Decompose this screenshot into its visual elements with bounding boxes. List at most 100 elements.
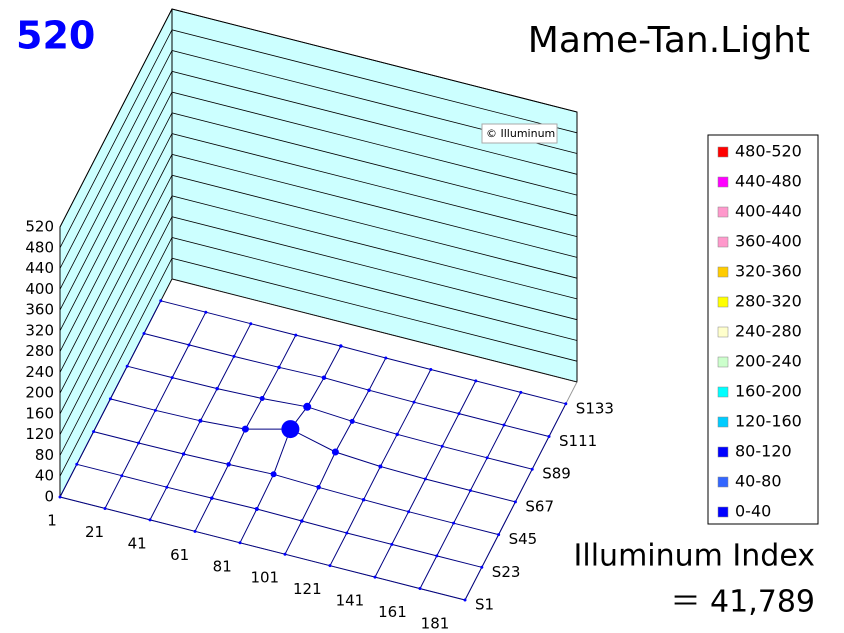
legend-swatch [717, 266, 729, 278]
surface-point [153, 408, 157, 412]
surface-point [328, 564, 332, 568]
surface-point [103, 506, 107, 510]
watermark: © Illuminum [486, 127, 555, 140]
legend-label: 120-160 [735, 412, 802, 431]
legend-label: 440-480 [735, 172, 802, 191]
surface-point [303, 402, 312, 411]
surface-point [502, 423, 506, 427]
x-tick-label: 61 [170, 546, 189, 564]
index-value: ＝ 41,789 [670, 585, 815, 620]
surface-point [142, 332, 146, 335]
grid-line [59, 112, 578, 331]
z-tick-label: 0 [44, 488, 54, 506]
surface-point [513, 500, 517, 504]
surface-point [226, 462, 231, 467]
series-label: S67 [525, 497, 554, 515]
surface-point [170, 376, 174, 380]
surface-point [58, 495, 62, 499]
surface-point [232, 354, 236, 358]
surface-point [474, 379, 478, 383]
legend-label: 0-40 [735, 502, 771, 521]
z-tick-label: 120 [25, 425, 54, 443]
mesh-line [160, 300, 566, 405]
corner-label: 520 [16, 14, 95, 58]
surface-point [547, 435, 551, 438]
legend-label: 200-240 [735, 352, 802, 371]
surface-point [361, 497, 366, 502]
legend-label: 360-400 [735, 232, 802, 251]
surface-point [159, 299, 163, 303]
x-tick-label: 41 [128, 534, 147, 552]
surface-point [485, 456, 489, 460]
z-tick-label: 200 [25, 384, 54, 402]
surface-point [423, 477, 427, 481]
grid-line [59, 153, 578, 373]
surface-point [259, 395, 265, 401]
surface-point [148, 518, 152, 522]
surface-point [497, 533, 501, 537]
x-tick-label: 101 [250, 569, 279, 587]
surface-point [204, 310, 208, 314]
z-tick-label: 80 [35, 446, 54, 464]
series-label: S111 [559, 432, 597, 450]
surface-point [193, 529, 197, 533]
legend-swatch [717, 356, 729, 368]
surface-point [321, 375, 327, 380]
grid-line [59, 8, 578, 228]
x-tick-label: 121 [293, 580, 322, 598]
legend-label: 400-440 [735, 202, 802, 221]
grid-line [59, 133, 578, 352]
index-title: Illuminum Index [574, 539, 815, 574]
surface-point [241, 425, 249, 433]
surface-point [407, 510, 411, 514]
legend-swatch [717, 446, 729, 458]
legend-swatch [717, 506, 729, 518]
grid-line [59, 257, 578, 477]
surface-point [187, 343, 191, 347]
surface-point [181, 452, 186, 456]
surface-point [215, 386, 219, 391]
surface-point [270, 471, 277, 478]
mesh-line [93, 431, 499, 536]
legend-label: 40-80 [735, 472, 782, 491]
surface-point [349, 418, 355, 424]
grid-line [59, 195, 578, 415]
surface-point [165, 485, 169, 489]
x-tick-label: 161 [378, 603, 407, 621]
z-tick-label: 360 [25, 301, 54, 319]
surface-point [463, 598, 467, 602]
surface-point [412, 400, 416, 404]
surface-point [137, 441, 141, 445]
legend-label: 320-360 [735, 262, 802, 281]
legend-label: 160-200 [735, 382, 802, 401]
z-tick-label: 160 [25, 404, 54, 422]
x-tick-label: 141 [336, 592, 365, 610]
legend-label: 80-120 [735, 442, 792, 461]
series-label: S23 [492, 563, 521, 581]
surface-point [373, 575, 377, 579]
watermark-box [481, 123, 558, 144]
z-tick-label: 280 [25, 342, 54, 360]
surface-point [339, 344, 343, 348]
legend-swatch [717, 296, 729, 308]
z-tick-label: 240 [25, 363, 54, 381]
legend-swatch [717, 476, 729, 488]
surface-point [283, 552, 287, 556]
series-label: S1 [475, 596, 494, 614]
surface-point [198, 418, 203, 423]
legend-label: 480-520 [735, 142, 802, 161]
surface-point [210, 496, 214, 500]
surface-point [345, 531, 349, 535]
legend-swatch [717, 146, 729, 158]
surface-point [457, 412, 461, 416]
z-tick-label: 320 [25, 321, 54, 339]
surface-point [519, 390, 523, 394]
grid-line [59, 91, 578, 311]
legend-swatch [717, 236, 729, 248]
surface-point [75, 462, 79, 466]
surface-point [92, 430, 96, 434]
z-tick-label: 400 [25, 280, 54, 298]
series-label: S133 [576, 399, 614, 417]
